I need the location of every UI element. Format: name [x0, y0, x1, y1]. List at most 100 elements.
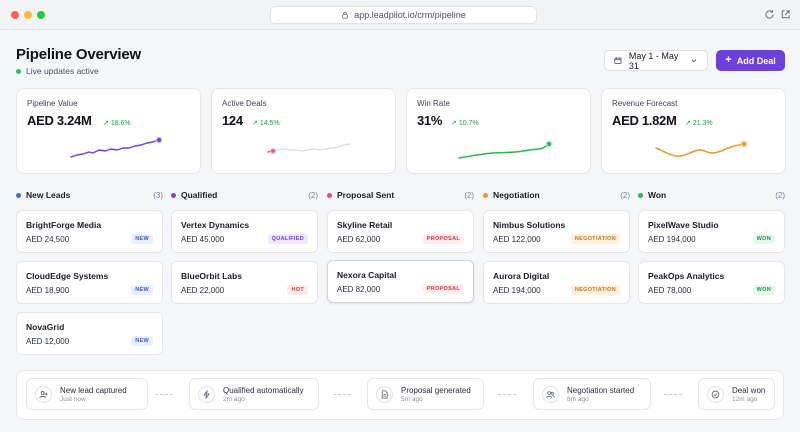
date-range-picker[interactable]: May 1 - May 31 — [604, 50, 708, 71]
column-title: Qualified — [181, 190, 218, 200]
activity-step-new-lead[interactable]: New lead captured Just now — [26, 378, 148, 410]
plus-icon: + — [725, 54, 732, 66]
deal-amount: AED 78,000 — [648, 286, 692, 295]
deal-amount: AED 12,000 — [26, 337, 70, 346]
deal-amount: AED 22,000 — [181, 286, 225, 295]
kpi-delta: ↗ 10.7% — [451, 120, 479, 127]
activity-step-deal-won[interactable]: Deal won 12m ago — [698, 378, 775, 410]
deal-card[interactable]: Skyline Retail AED 62,000 PROPOSAL — [327, 210, 474, 253]
sparkline-chart — [655, 140, 748, 157]
timeline-connector — [498, 394, 516, 395]
kpi-card-pipeline-value[interactable]: Pipeline Value AED 3.24M ↗ 18.6% — [16, 88, 201, 174]
calendar-icon — [614, 57, 622, 65]
status-badge: NEGOTIATION — [570, 285, 620, 295]
column-title: Negotiation — [493, 190, 540, 200]
minimize-window-button[interactable] — [24, 11, 32, 19]
deal-card[interactable]: Vertex Dynamics AED 45,000 QUALIFIED — [171, 210, 318, 253]
timeline-connector — [333, 394, 351, 395]
deal-amount: AED 122,000 — [493, 235, 541, 244]
timeline-connector — [664, 394, 682, 395]
kpi-card-active-deals[interactable]: Active Deals 124 ↗ 14.5% — [211, 88, 396, 174]
deal-name: Nexora Capital — [337, 270, 397, 280]
deal-card[interactable]: Nimbus Solutions AED 122,000 NEGOTIATION — [483, 210, 630, 253]
column-header-qualified: Qualified (2) — [171, 189, 318, 201]
maximize-window-button[interactable] — [37, 11, 45, 19]
status-dot — [638, 192, 643, 198]
activity-step-negotiation[interactable]: Negotiation started 8m ago — [533, 378, 651, 410]
sparkline-chart — [458, 140, 553, 159]
kpi-value: 124 — [222, 113, 243, 128]
users-icon — [542, 385, 559, 403]
activity-time: 2m ago — [223, 395, 245, 403]
status-dot — [327, 192, 332, 198]
kpi-delta: ↗ 14.5% — [252, 120, 280, 127]
deal-name: Aurora Digital — [493, 271, 550, 281]
kpi-card-win-rate[interactable]: Win Rate 31% ↗ 10.7% — [406, 88, 591, 174]
column-count: (2) — [775, 190, 785, 200]
deal-amount: AED 82,000 — [337, 285, 381, 294]
status-dot — [16, 192, 21, 198]
status-badge: PROPOSAL — [422, 284, 464, 294]
status-badge: WON — [752, 234, 775, 244]
sparkline-chart — [267, 143, 351, 155]
kpi-value: 31% — [417, 113, 443, 128]
kpi-label: Win Rate — [417, 99, 450, 108]
kpi-value: AED 3.24M — [27, 113, 92, 128]
live-indicator-dot — [16, 68, 21, 74]
activity-step-qualified[interactable]: Qualified automatically 2m ago — [189, 378, 319, 410]
deal-name: BrightForge Media — [26, 220, 102, 230]
deal-card[interactable]: PixelWave Studio AED 194,000 WON — [638, 210, 785, 253]
activity-title: New lead captured — [60, 385, 127, 395]
status-dot — [483, 192, 488, 198]
activity-time: 8m ago — [567, 395, 589, 403]
address-bar[interactable]: app.leadpilot.io/crm/pipeline — [270, 6, 537, 24]
chevron-down-icon — [691, 59, 697, 63]
kpi-delta: ↗ 21.3% — [685, 120, 713, 127]
kpi-card-revenue-forecast[interactable]: Revenue Forecast AED 1.82M ↗ 21.3% — [601, 88, 786, 174]
deal-amount: AED 194,000 — [648, 235, 696, 244]
live-status-text: Live updates active — [26, 66, 99, 76]
reload-icon[interactable] — [764, 9, 775, 20]
column-count: (3) — [153, 190, 163, 200]
status-badge: HOT — [287, 285, 308, 295]
external-link-icon[interactable] — [780, 9, 791, 20]
column-count: (2) — [464, 190, 474, 200]
activity-time: 12m ago — [732, 395, 758, 403]
deal-amount: AED 24,500 — [26, 235, 70, 244]
add-deal-label: Add Deal — [736, 55, 776, 66]
date-range-label: May 1 - May 31 — [628, 50, 679, 71]
deal-card[interactable]: CloudEdge Systems AED 18,900 NEW — [16, 261, 163, 304]
activity-title: Proposal generated — [401, 385, 471, 395]
status-badge: QUALIFIED — [267, 234, 308, 244]
column-count: (2) — [308, 190, 318, 200]
url-text: app.leadpilot.io/crm/pipeline — [354, 10, 466, 20]
status-badge: NEW — [131, 234, 153, 244]
deal-card[interactable]: Nexora Capital AED 82,000 PROPOSAL — [327, 260, 474, 303]
timeline-connector — [155, 394, 173, 395]
activity-title: Negotiation started — [567, 385, 635, 395]
deal-card[interactable]: BrightForge Media AED 24,500 NEW — [16, 210, 163, 253]
status-badge: NEGOTIATION — [570, 234, 620, 244]
activity-step-proposal[interactable]: Proposal generated 5m ago — [367, 378, 484, 410]
kpi-value: AED 1.82M — [612, 113, 677, 128]
column-title: Proposal Sent — [337, 190, 395, 200]
deal-card[interactable]: BlueOrbit Labs AED 22,000 HOT — [171, 261, 318, 304]
column-header-negotiation: Negotiation (2) — [483, 189, 630, 201]
column-header-won: Won (2) — [638, 189, 785, 201]
browser-toolbar: app.leadpilot.io/crm/pipeline — [0, 0, 800, 30]
deal-card[interactable]: PeakOps Analytics AED 78,000 WON — [638, 261, 785, 304]
activity-time: Just now — [60, 395, 86, 403]
sparkline-chart — [70, 137, 163, 158]
add-deal-button[interactable]: + Add Deal — [716, 50, 785, 71]
deal-amount: AED 45,000 — [181, 235, 225, 244]
kpi-label: Active Deals — [222, 99, 267, 108]
column-title: Won — [648, 190, 667, 200]
deal-card[interactable]: NovaGrid AED 12,000 NEW — [16, 312, 163, 355]
status-badge: NEW — [131, 285, 153, 295]
column-title: New Leads — [26, 190, 71, 200]
deal-name: CloudEdge Systems — [26, 271, 109, 281]
close-window-button[interactable] — [11, 11, 19, 19]
deal-amount: AED 62,000 — [337, 235, 381, 244]
deal-card[interactable]: Aurora Digital AED 194,000 NEGOTIATION — [483, 261, 630, 304]
document-icon — [376, 385, 393, 403]
